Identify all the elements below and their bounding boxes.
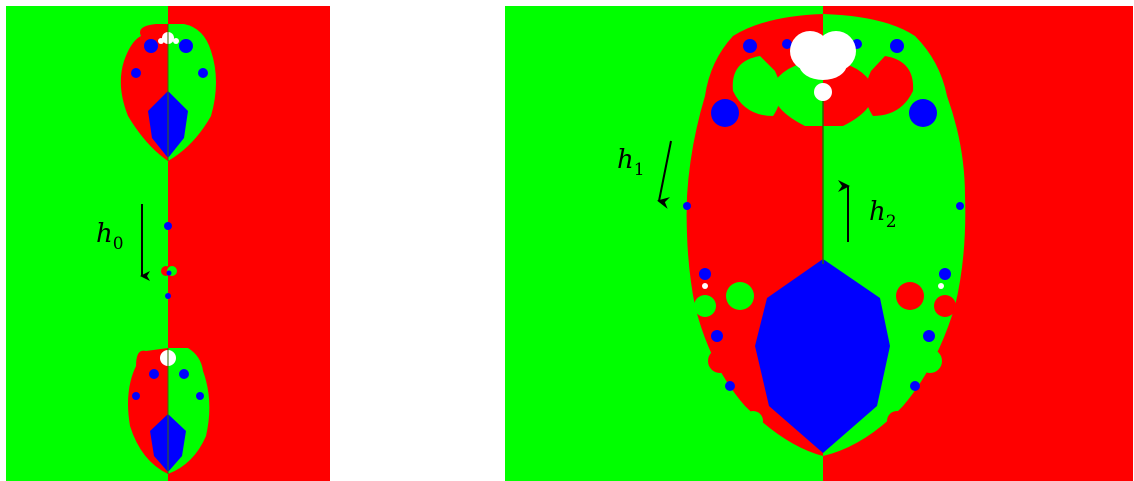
fractal-bulb	[683, 14, 966, 456]
label-h2: h2	[869, 197, 897, 232]
upper-fractal-bulb	[120, 24, 216, 161]
white-mandelbrot-component	[702, 31, 944, 289]
label-h0: h0	[96, 219, 124, 254]
left-fractal-panel: h0	[6, 6, 330, 481]
lower-fractal-bulb	[128, 348, 210, 474]
arrow-h1	[657, 140, 672, 209]
label-h1: h1	[617, 145, 645, 180]
main-blue-component	[755, 259, 890, 453]
boundary-islands	[161, 222, 177, 299]
right-fractal-panel: h1 h2	[505, 6, 1133, 481]
